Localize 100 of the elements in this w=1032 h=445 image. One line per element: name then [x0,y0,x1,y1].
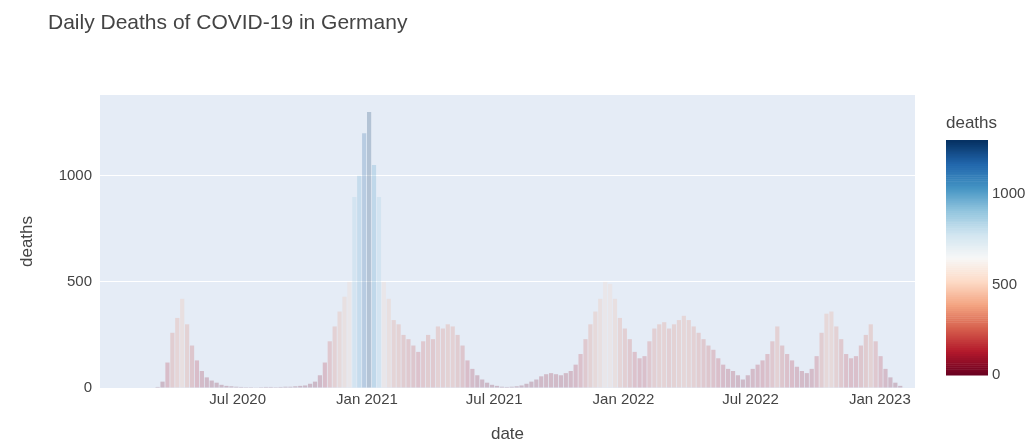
bar [878,356,883,388]
bar [352,196,357,388]
bar [681,315,686,388]
bar [627,339,632,388]
bar [342,296,347,388]
bar [170,332,175,388]
bar [799,371,804,388]
bar [760,360,765,388]
bar [460,345,465,388]
bar [219,384,224,388]
color-bar-label: 500 [992,274,1018,292]
bar [347,281,352,388]
bar [322,362,327,388]
bar [367,111,372,388]
bar [588,324,593,388]
bar [440,328,445,388]
bar [185,324,190,388]
x-tick-label: Jul 2022 [722,390,779,408]
bar [652,328,657,388]
bar [411,345,416,388]
bar [607,283,613,388]
bar [711,349,716,388]
bar [819,332,824,388]
color-bar-label: 0 [992,365,1001,383]
bar [430,339,436,388]
bar [199,371,204,388]
bar [824,313,829,388]
bar [327,341,332,388]
bar [780,345,785,388]
x-tick-label: Jan 2023 [849,390,911,408]
bar [381,281,386,388]
bar [804,373,809,388]
bar [647,341,652,388]
x-tick-label: Jul 2021 [465,390,523,408]
bar [445,324,450,388]
bar [568,371,573,388]
x-tick-label: Jul 2020 [209,390,267,408]
bar [470,368,475,388]
bar [735,375,741,388]
bar [332,326,337,388]
bar [676,320,682,388]
bar [548,373,554,388]
bar [475,375,480,388]
bar [829,311,834,388]
bar [745,375,750,388]
bar [789,360,795,388]
bar [563,373,568,388]
chart-title: Daily Deaths of COVID-19 in Germany [48,10,408,33]
bar [721,364,726,388]
bar [396,324,401,388]
bar [888,377,893,388]
bar [376,196,382,388]
bar [671,324,677,388]
bar [583,339,588,388]
bar [539,376,544,388]
bar [485,382,490,388]
bar [844,354,849,388]
bar [883,368,888,388]
bar [868,324,873,388]
bar [726,368,731,388]
bar [701,339,706,388]
bar [435,326,441,388]
bar [180,298,185,388]
bar [814,356,819,388]
bar [863,334,868,388]
bar [686,320,691,388]
bar [371,165,377,388]
bar [853,356,859,388]
bar [794,366,800,388]
bar [450,326,455,388]
color-bar-label: 1000 [992,184,1026,202]
bar [662,322,667,388]
bar [175,317,180,388]
y-tick-label: 1000 [58,165,92,183]
bar [691,326,696,388]
x-tick-label: Jan 2021 [336,390,398,408]
bar [809,368,814,388]
bar [553,374,559,388]
bar [312,381,318,388]
bar [632,351,637,388]
bar [406,339,411,388]
bar [558,375,563,388]
bar [858,345,863,388]
bar [524,383,529,388]
bar [716,358,721,388]
bar [706,345,711,388]
color-bar-title: deaths [946,113,998,133]
bar [386,298,391,388]
bar [839,339,844,388]
bar [194,360,200,388]
bar [612,298,618,388]
bar [160,381,165,388]
bar [209,380,214,388]
bar [750,368,755,388]
bar [848,358,854,388]
bar [893,382,898,388]
bar [755,364,760,388]
bar [637,358,642,388]
y-tick-label: 0 [83,378,92,396]
bar [834,326,839,388]
